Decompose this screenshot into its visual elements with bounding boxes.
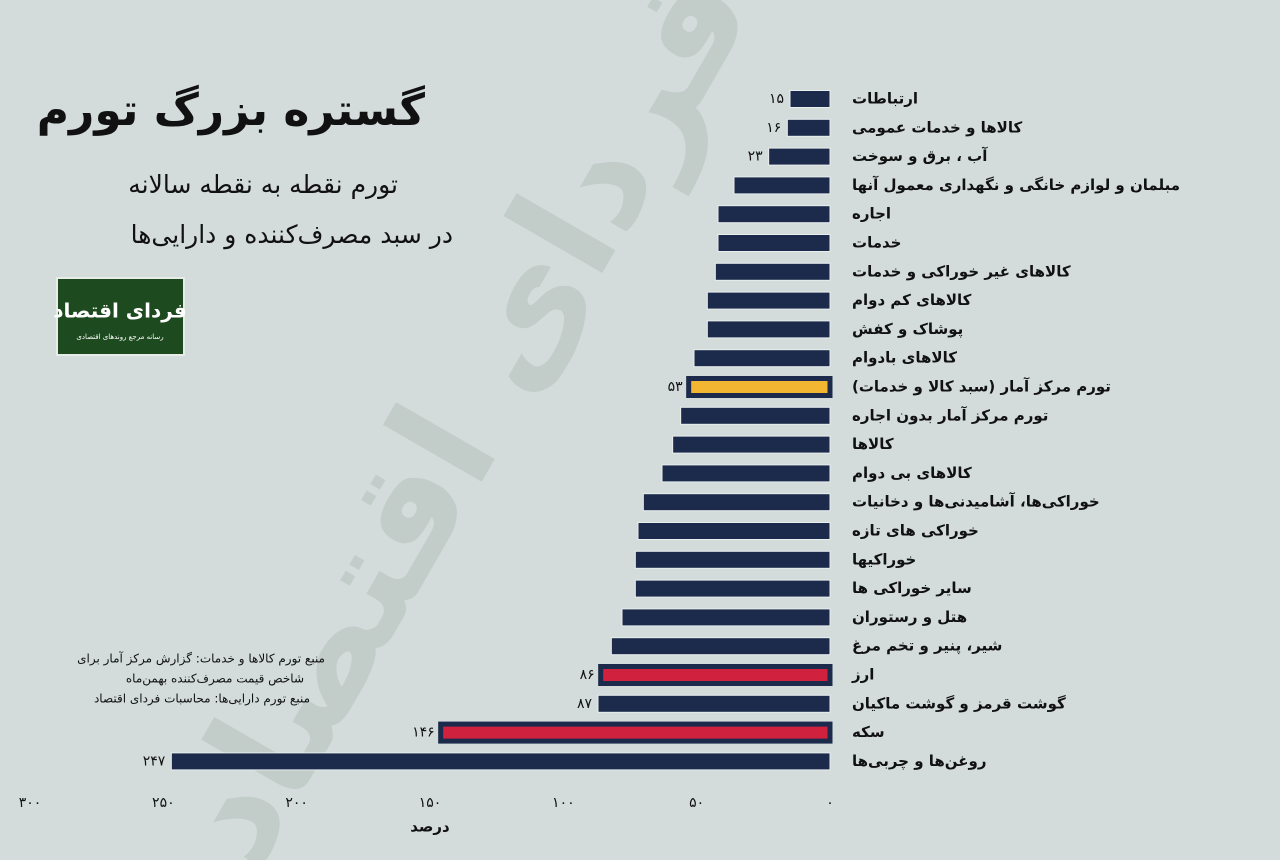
bar <box>733 176 831 195</box>
bar <box>693 349 831 368</box>
value-label: ۵۳ <box>668 379 684 395</box>
subtitle: در سبد مصرف‌کننده و دارایی‌ها <box>131 220 453 250</box>
bar <box>634 550 831 569</box>
category-label: اجاره <box>852 205 891 223</box>
value-label: ۱۴۶ <box>412 725 435 741</box>
value-label: ۸۶ <box>580 667 595 683</box>
bar <box>170 752 831 771</box>
bar <box>438 721 833 744</box>
category-label: شیر، پنیر و تخم مرغ <box>852 637 1002 656</box>
bar <box>717 234 831 252</box>
x-tick-label: ۱۰۰ <box>552 795 575 811</box>
source: شاخص قیمت مصرف‌کننده بهمن‌ماه <box>126 672 304 687</box>
category-label: خوراکی‌ها، آشامیدنی‌ها و دخانیات <box>852 493 1100 511</box>
bar <box>714 262 831 281</box>
bar <box>598 664 833 686</box>
source: منبع تورم دارایی‌ها: محاسبات فردای اقتصا… <box>94 692 310 707</box>
category-label: کالاهای کم دوام <box>852 291 972 309</box>
category-label: خوراکی های تازه <box>852 522 979 540</box>
category-label: کالاهای غیر خوراکی و خدمات <box>852 262 1071 280</box>
value-label: ۸۷ <box>577 696 593 712</box>
category-label: هتل و رستوران <box>852 608 967 626</box>
category-label: تورم مرکز آمار (سبد کالا و خدمات) <box>852 378 1111 396</box>
category-label: سایر خوراکی ها <box>852 579 972 597</box>
category-label: کالاهای بی دوام <box>852 464 972 482</box>
category-label: روغن‌ها و چربی‌ها <box>852 752 987 771</box>
logo <box>56 277 185 356</box>
subtitle: تورم نقطه به نقطه سالانه <box>128 170 398 199</box>
bar <box>610 637 831 656</box>
logo-name: فردای اقتصاد <box>53 299 187 323</box>
category-label: کالاهای بادوام <box>852 349 957 367</box>
category-label: کالاها و خدمات عمومی <box>852 118 1022 136</box>
bar <box>637 522 831 540</box>
bar <box>642 493 831 512</box>
x-tick-label: ۳۰۰ <box>19 795 42 811</box>
bar <box>621 608 831 627</box>
category-label: سکه <box>852 723 885 741</box>
value-label: ۱۵ <box>769 91 784 107</box>
x-tick-label: ۰ <box>826 795 834 811</box>
value-label: ۱۶ <box>766 120 781 136</box>
bar <box>661 464 831 483</box>
value-label: ۲۴۷ <box>143 753 166 769</box>
category-label: خدمات <box>852 234 901 252</box>
category-label: کالاها <box>852 435 894 453</box>
category-label: خوراکیها <box>852 550 916 568</box>
source: منبع تورم کالاها و خدمات: گزارش مرکز آما… <box>77 651 325 667</box>
bar <box>717 205 831 224</box>
bar <box>686 376 833 398</box>
bar <box>786 118 831 137</box>
chart-title: گستره بزرگ تورم <box>37 84 426 136</box>
bar <box>672 435 831 454</box>
logo-tagline: رسانه مرجع روندهای اقتصادی <box>76 333 163 341</box>
bar <box>680 406 831 425</box>
category-label: گوشت قرمز و گوشت ماکیان <box>852 694 1066 712</box>
bar <box>634 579 831 598</box>
x-tick-label: ۲۵۰ <box>152 795 175 811</box>
x-tick-label: ۱۵۰ <box>419 795 442 811</box>
bar <box>789 90 831 108</box>
category-label: مبلمان و لوازم خانگی و نگهداری معمول آنه… <box>852 176 1180 194</box>
x-tick-label: ۵۰ <box>689 795 704 811</box>
category-label: ارز <box>851 666 874 684</box>
category-label: ارتباطات <box>852 90 918 108</box>
x-axis-label: درصد <box>410 818 450 836</box>
bar <box>706 291 831 310</box>
category-label: تورم مرکز آمار بدون اجاره <box>852 406 1048 424</box>
bar <box>768 147 831 166</box>
value-label: ۲۳ <box>748 149 764 165</box>
x-tick-label: ۲۰۰ <box>285 795 308 811</box>
category-label: پوشاک و کفش <box>852 320 963 339</box>
bar <box>706 320 831 339</box>
bar <box>597 694 831 713</box>
category-label: آب ، برق و سوخت <box>852 147 988 165</box>
